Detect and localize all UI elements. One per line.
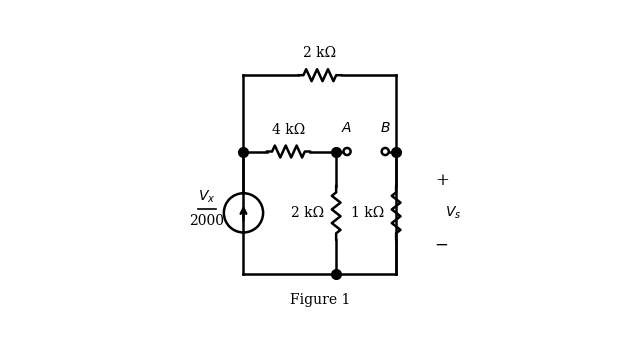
Text: 2 kΩ: 2 kΩ xyxy=(291,206,324,220)
Text: $V_x$: $V_x$ xyxy=(198,188,215,205)
Text: $B$: $B$ xyxy=(380,121,391,135)
Text: −: − xyxy=(434,237,448,254)
Circle shape xyxy=(382,148,389,155)
Text: Figure 1: Figure 1 xyxy=(290,293,350,307)
Text: 4 kΩ: 4 kΩ xyxy=(272,122,305,137)
Circle shape xyxy=(344,148,351,155)
Text: 2 kΩ: 2 kΩ xyxy=(303,46,336,60)
Text: 2000: 2000 xyxy=(189,214,224,228)
Text: +: + xyxy=(436,172,449,189)
Text: $V_s$: $V_s$ xyxy=(445,205,462,221)
Text: $A$: $A$ xyxy=(341,121,353,135)
Text: 1 kΩ: 1 kΩ xyxy=(351,206,384,220)
